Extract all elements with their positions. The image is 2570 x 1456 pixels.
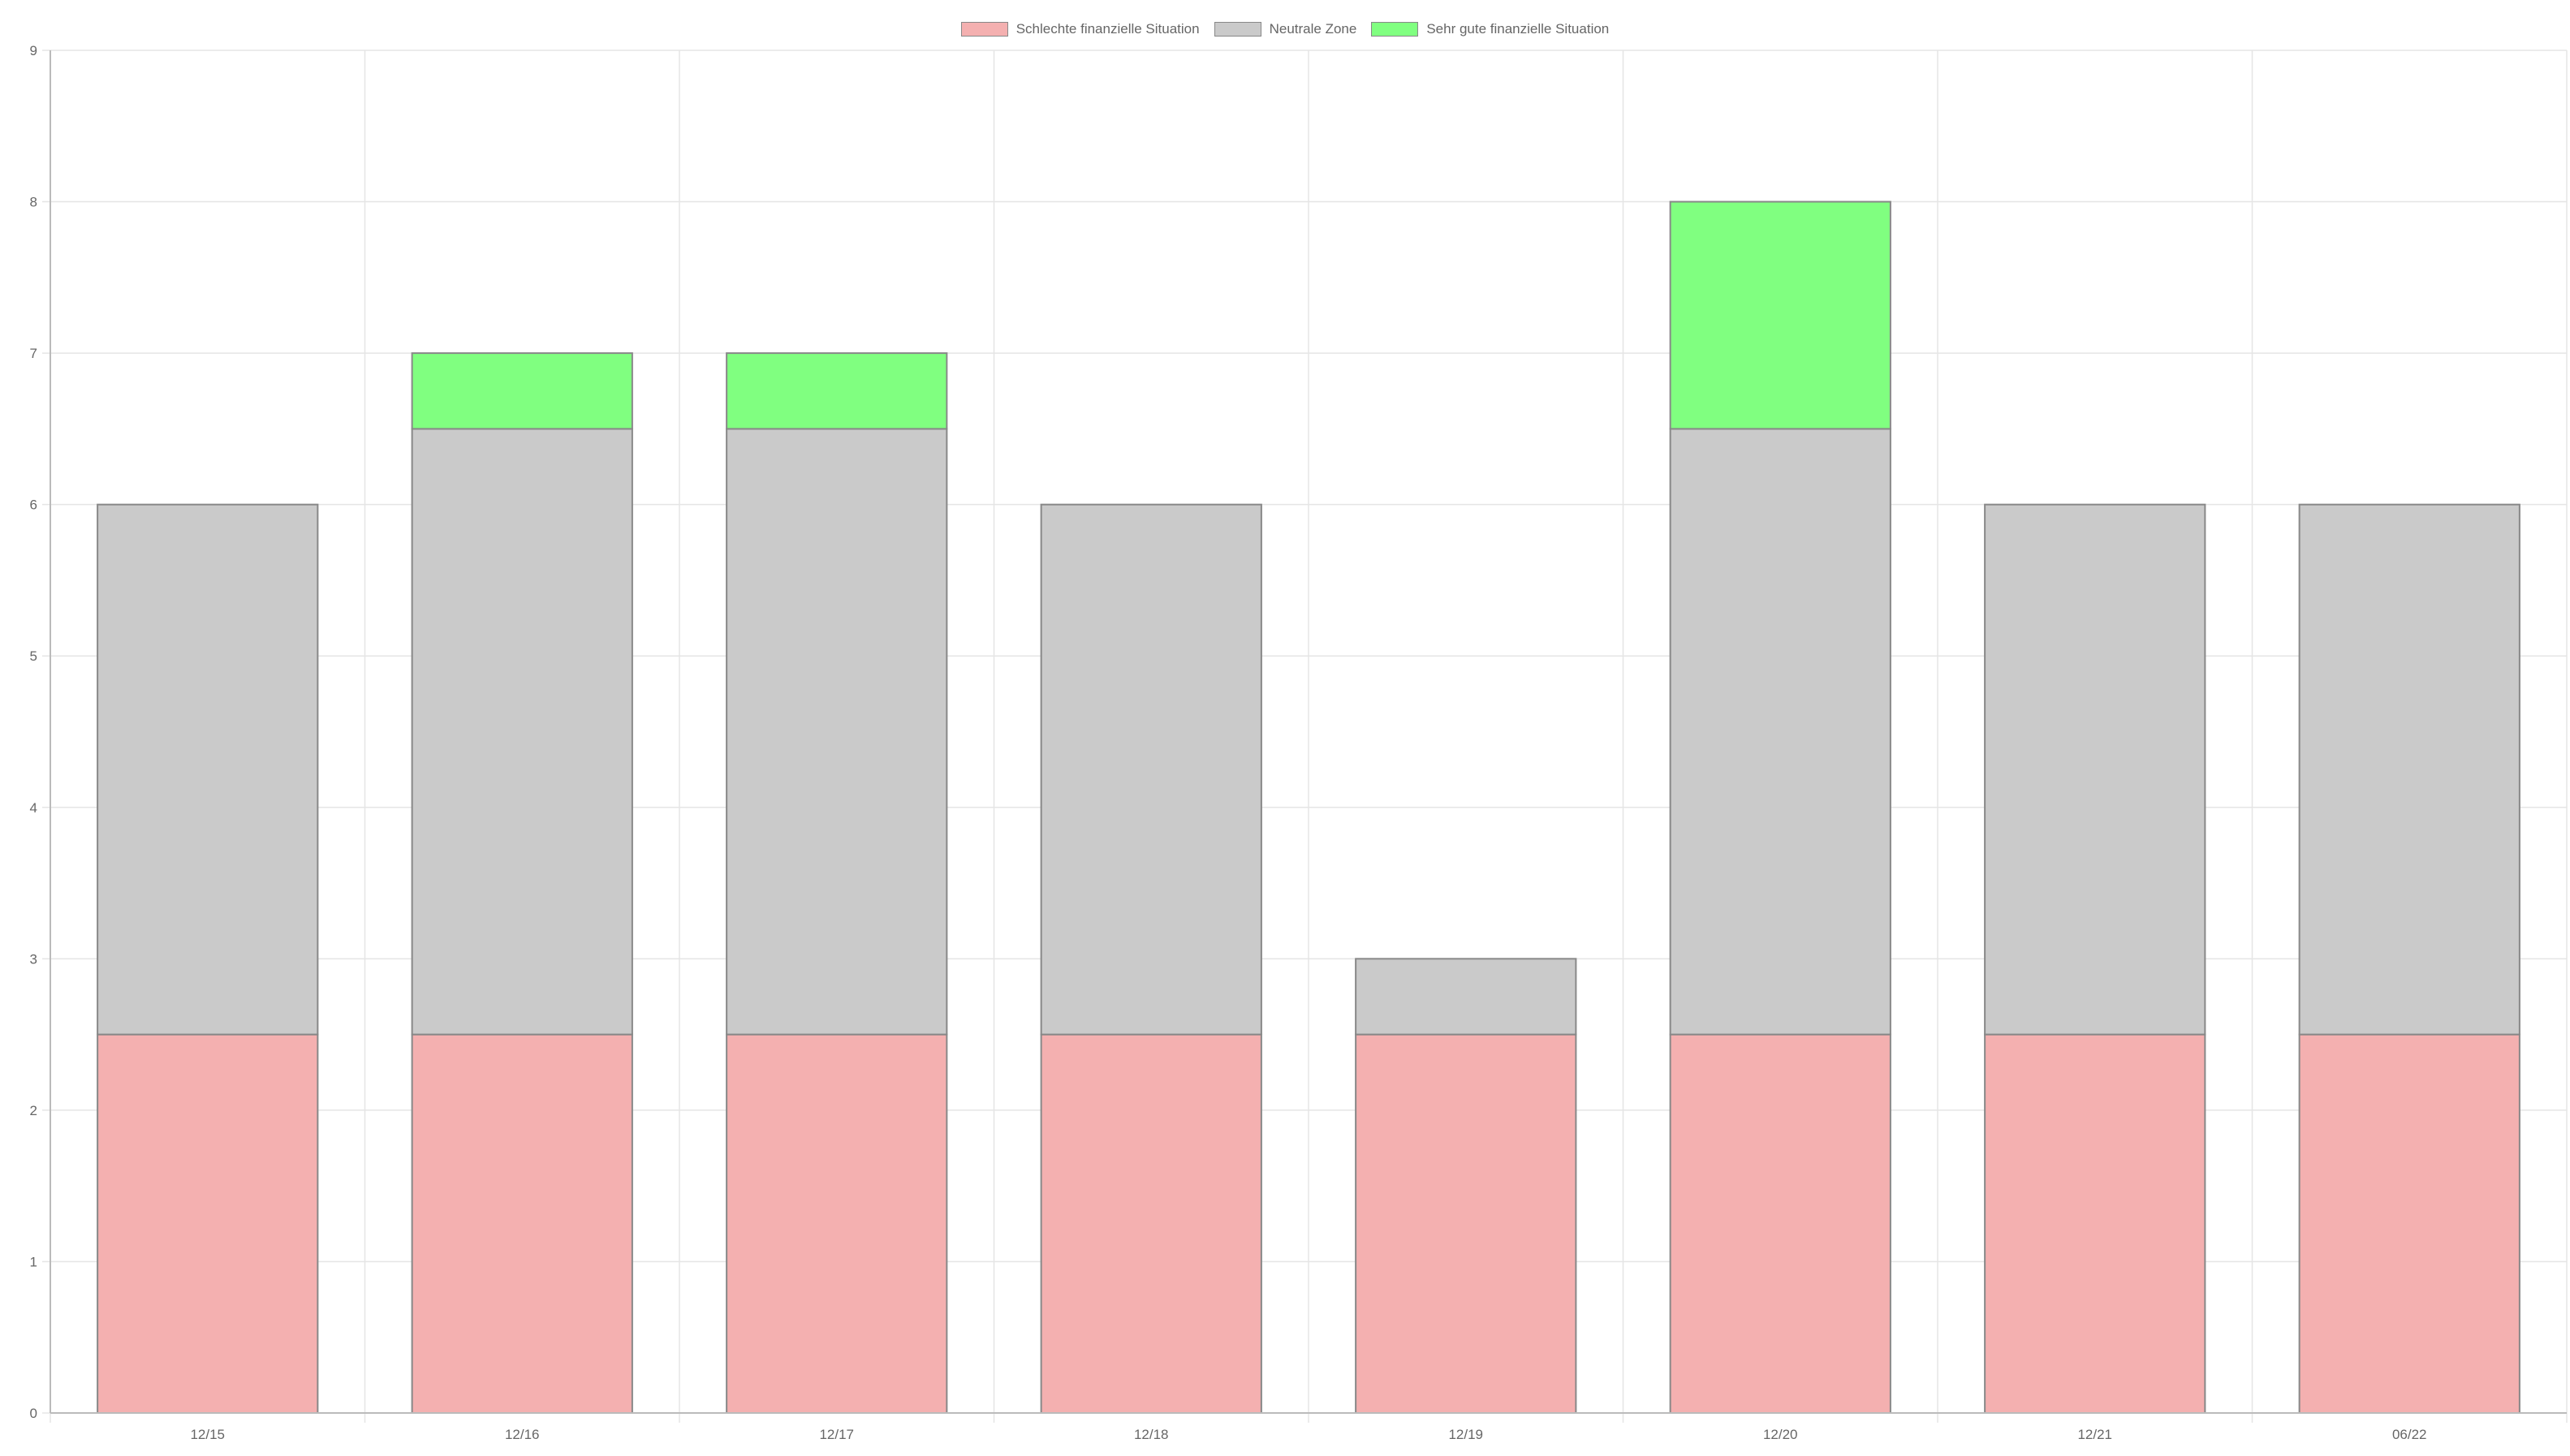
axis-layer [50, 50, 2567, 1414]
bar-segment[interactable] [726, 428, 948, 1036]
x-tick-label: 12/16 [505, 1427, 540, 1442]
x-tick-label: 12/17 [819, 1427, 854, 1442]
bar-segment[interactable] [726, 352, 948, 430]
x-tick-label: 12/15 [190, 1427, 225, 1442]
chart-legend: Schlechte finanzielle Situation Neutrale… [0, 21, 2570, 37]
y-tick-label: 0 [30, 1406, 37, 1421]
bar-segment[interactable] [411, 428, 633, 1036]
x-tick-label: 12/20 [1763, 1427, 1798, 1442]
bar-segment[interactable] [411, 352, 633, 430]
legend-label-schlechte: Schlechte finanzielle Situation [1015, 21, 1200, 37]
label-layer: 0 1 2 3 4 5 6 7 8 9 12/15 12/16 12/17 12/18 12/19 12/20… [30, 43, 2427, 1442]
bar-segment[interactable] [1669, 200, 1891, 430]
bar-segment[interactable] [97, 1033, 319, 1414]
y-tick-label: 7 [30, 346, 37, 361]
bar-segment[interactable] [1040, 503, 1262, 1036]
x-tick-label: 12/21 [2077, 1427, 2112, 1442]
x-tick-label: 12/19 [1448, 1427, 1483, 1442]
bar-segment[interactable] [726, 1033, 948, 1414]
legend-item-sehr-gute[interactable]: Sehr gute finanzielle Situation [1371, 21, 1609, 37]
y-tick-label: 1 [30, 1254, 37, 1269]
legend-swatch-neutrale [1214, 22, 1261, 37]
y-tick-label: 4 [30, 800, 37, 816]
bar-segment[interactable] [1355, 958, 1577, 1036]
y-tick-label: 2 [30, 1103, 37, 1118]
y-tick-label: 3 [30, 951, 37, 967]
y-tick-label: 8 [30, 195, 37, 210]
bar-segment[interactable] [2298, 1033, 2520, 1414]
bar-segment[interactable] [97, 503, 319, 1036]
legend-label-sehr-gute: Sehr gute finanzielle Situation [1426, 21, 1610, 37]
y-tick-label: 5 [30, 648, 37, 664]
y-tick-label: 6 [30, 498, 37, 513]
bar-segment[interactable] [1669, 1033, 1891, 1414]
bar-segment[interactable] [1984, 1033, 2206, 1414]
bar-segment[interactable] [411, 1033, 633, 1414]
legend-swatch-sehr-gute [1371, 22, 1419, 37]
bar-segment[interactable] [1984, 503, 2206, 1036]
bar-layer [97, 200, 2520, 1414]
x-tick-label: 12/18 [1134, 1427, 1169, 1442]
legend-item-schlechte[interactable]: Schlechte finanzielle Situation [960, 21, 1200, 37]
bar-segment[interactable] [1355, 1033, 1577, 1414]
y-tick-label: 9 [30, 43, 37, 58]
x-tick-label: 06/22 [2392, 1427, 2427, 1442]
legend-item-neutrale[interactable]: Neutrale Zone [1214, 21, 1357, 37]
legend-swatch-schlechte [960, 22, 1008, 37]
bar-segment[interactable] [2298, 503, 2520, 1036]
legend-label-neutrale: Neutrale Zone [1269, 21, 1357, 37]
bar-segment[interactable] [1040, 1033, 1262, 1414]
bar-segment[interactable] [1669, 428, 1891, 1036]
